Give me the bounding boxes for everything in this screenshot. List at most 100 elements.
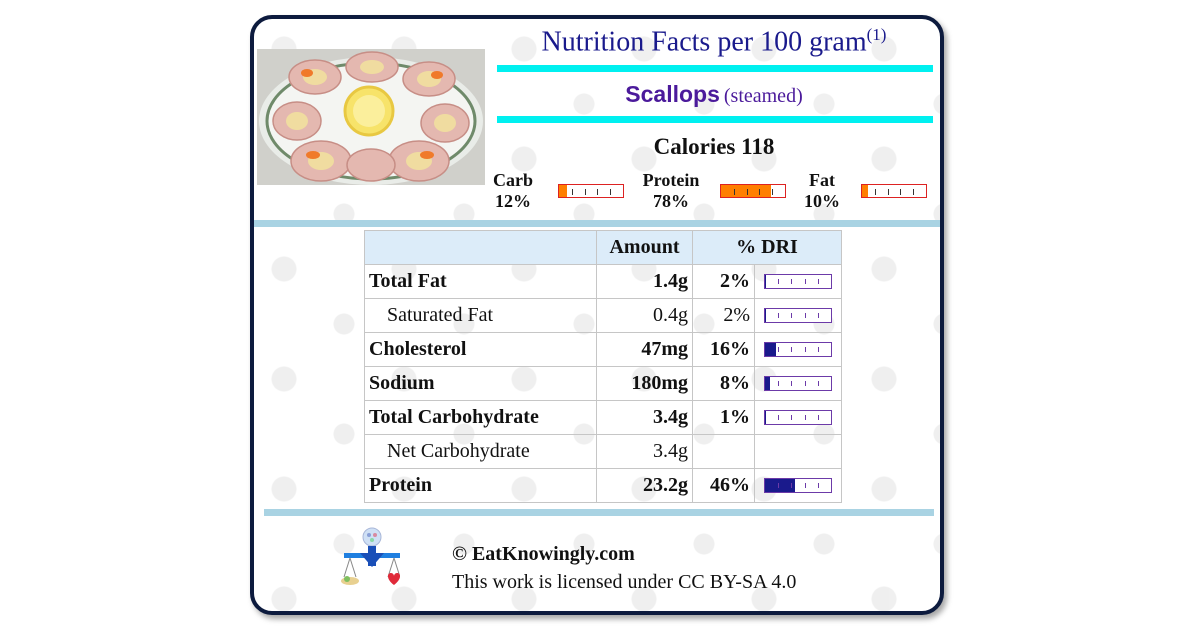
dri-bar-tick: [817, 415, 819, 420]
dri-bar: [764, 376, 832, 391]
macro-carb-label: Carb: [493, 170, 533, 190]
nutrient-table: Amount % DRI Total Fat 1.4g 2% Saturated Fa…: [364, 230, 842, 503]
table-row: Cholesterol 47mg 16%: [364, 332, 842, 367]
dri-bar-tick: [791, 415, 793, 420]
dri-bar-tick: [778, 415, 780, 420]
macro-protein-bar: [720, 184, 786, 198]
card-title: Nutrition Facts per 100 gram(1): [494, 25, 934, 58]
nutrient-dri: 2%: [692, 298, 755, 333]
nutrition-card: Nutrition Facts per 100 gram(1) Scallops…: [250, 15, 944, 615]
nutrient-name: Protein: [364, 468, 597, 503]
macro-fat-label: Fat: [809, 170, 835, 190]
nutrient-name: Cholesterol: [364, 332, 597, 367]
header-dri: % DRI: [692, 230, 842, 265]
nutrient-dri: 16%: [692, 332, 755, 367]
macro-bar-tick: [746, 189, 748, 195]
dri-bar-tick: [817, 313, 819, 318]
food-heading: Scallops (steamed): [494, 81, 934, 108]
nutrient-dri-bar-cell: [754, 264, 842, 299]
macro-carb-percent: 12%: [495, 191, 531, 211]
dri-bar-tick: [804, 381, 806, 386]
balance-scale-logo-icon: [341, 527, 401, 585]
dri-bar-fill: [765, 275, 767, 288]
macro-bar-tick: [571, 189, 573, 195]
dri-bar: [764, 410, 832, 425]
dri-bar-tick: [817, 483, 819, 488]
nutrient-name: Net Carbohydrate: [364, 434, 597, 469]
table-row: Protein 23.2g 46%: [364, 468, 842, 503]
macro-fat-bar-fill: [862, 185, 869, 197]
nutrient-dri-bar-cell: [754, 434, 842, 469]
dri-bar-tick: [804, 483, 806, 488]
macro-bar-tick: [610, 189, 612, 195]
table-row: Sodium 180mg 8%: [364, 366, 842, 401]
macro-bar-tick: [887, 189, 889, 195]
nutrient-dri: 8%: [692, 366, 755, 401]
nutrient-name: Sodium: [364, 366, 597, 401]
nutrient-amount: 47mg: [596, 332, 693, 367]
scallops-plate-photo-icon: [257, 49, 485, 185]
dri-bar-tick: [817, 279, 819, 284]
macro-bar-tick: [874, 189, 876, 195]
macro-bar-tick: [913, 189, 915, 195]
nutrient-dri-bar-cell: [754, 298, 842, 333]
dri-bar-tick: [778, 381, 780, 386]
macro-bar-tick: [733, 189, 735, 195]
nutrient-name: Total Fat: [364, 264, 597, 299]
dri-bar-fill: [765, 377, 771, 390]
nutrient-amount: 180mg: [596, 366, 693, 401]
macro-fat-percent: 10%: [804, 191, 840, 211]
dri-bar-tick: [817, 347, 819, 352]
dri-bar-fill: [765, 479, 796, 492]
title-text: Nutrition Facts per 100 gram: [541, 26, 867, 58]
macro-protein-bar-fill: [721, 185, 771, 197]
nutrient-dri: 1%: [692, 400, 755, 435]
food-name: Scallops: [625, 81, 720, 107]
nutrient-dri-bar-cell: [754, 400, 842, 435]
dri-bar-tick: [804, 415, 806, 420]
macro-protein-percent: 78%: [653, 191, 689, 211]
footer-text: © EatKnowingly.com This work is licensed…: [452, 540, 796, 596]
macro-carb: Carb 12%: [486, 170, 540, 212]
dri-bar-tick: [791, 381, 793, 386]
table-row: Net Carbohydrate 3.4g: [364, 434, 842, 469]
cyan-divider-top: [497, 65, 933, 72]
footer-logo: [338, 527, 401, 591]
dri-bar-tick: [804, 279, 806, 284]
dri-bar-tick: [778, 347, 780, 352]
macro-bar-tick: [584, 189, 586, 195]
table-row: Total Fat 1.4g 2%: [364, 264, 842, 299]
macro-protein-label: Protein: [642, 170, 700, 190]
dri-bar-tick: [778, 313, 780, 318]
table-row: Total Carbohydrate 3.4g 1%: [364, 400, 842, 435]
table-row: Saturated Fat 0.4g 2%: [364, 298, 842, 333]
dri-bar-tick: [778, 279, 780, 284]
nutrient-dri-bar-cell: [754, 332, 842, 367]
section-separator-bottom: [264, 509, 934, 516]
dri-bar-tick: [791, 279, 793, 284]
footer-license: This work is licensed under CC BY-SA 4.0: [452, 571, 797, 593]
food-photo: [257, 49, 485, 185]
dri-bar-tick: [791, 347, 793, 352]
cyan-divider-bottom: [497, 116, 933, 123]
section-separator-top: [254, 220, 940, 227]
macro-carb-bar-fill: [559, 185, 567, 197]
dri-bar-tick: [791, 483, 793, 488]
nutrient-dri-bar-cell: [754, 468, 842, 503]
dri-bar-tick: [791, 313, 793, 318]
dri-bar-tick: [804, 313, 806, 318]
nutrient-name: Total Carbohydrate: [364, 400, 597, 435]
nutrient-dri-bar-cell: [754, 366, 842, 401]
nutrient-dri: 2%: [692, 264, 755, 299]
table-header-row: Amount % DRI: [364, 230, 842, 265]
dri-bar: [764, 478, 832, 493]
nutrient-amount: 23.2g: [596, 468, 693, 503]
header-blank: [364, 230, 597, 265]
dri-bar-tick: [804, 347, 806, 352]
dri-bar-fill: [765, 309, 767, 322]
macro-carb-bar: [558, 184, 624, 198]
nutrient-dri: 46%: [692, 468, 755, 503]
macro-fat-bar: [861, 184, 927, 198]
nutrient-amount: 3.4g: [596, 434, 693, 469]
macro-protein: Protein 78%: [634, 170, 708, 212]
